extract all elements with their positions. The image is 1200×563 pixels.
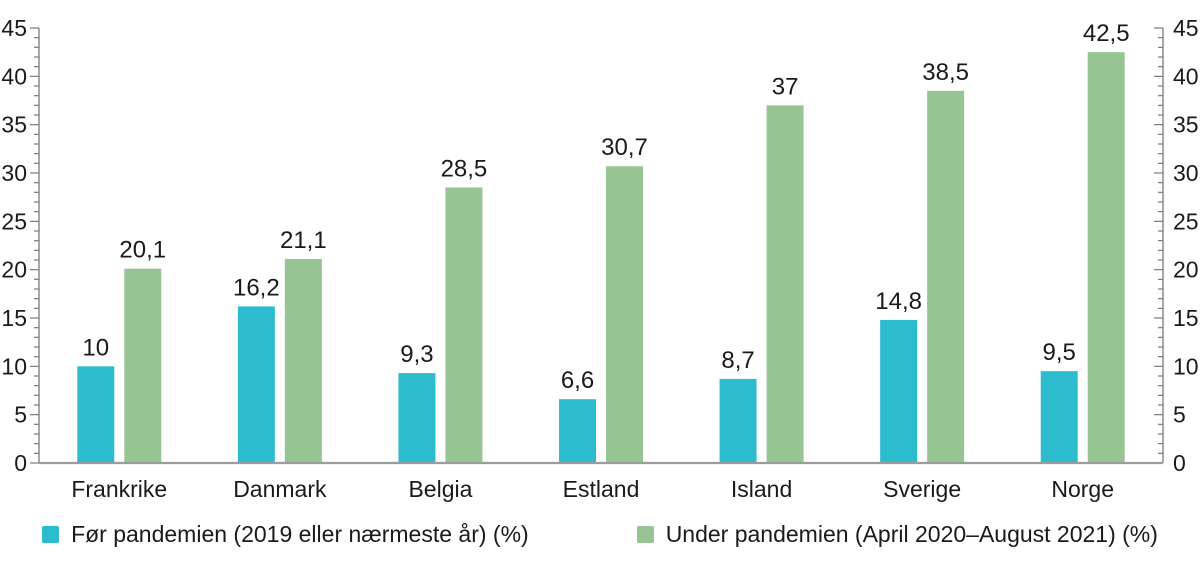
y-tick-label-right: 35 bbox=[1173, 112, 1199, 138]
bar-under-estland bbox=[606, 166, 643, 463]
bar-f-r-belgia bbox=[398, 373, 436, 463]
bar-f-r-island bbox=[719, 378, 757, 463]
bar-f-r-norge bbox=[1040, 371, 1078, 463]
value-label-norge: 42,5 bbox=[1083, 20, 1130, 47]
value-label-sverige: 14,8 bbox=[875, 288, 922, 315]
bar-f-r-frankrike bbox=[77, 366, 115, 463]
legend-label-before-pandemic: Før pandemien (2019 eller nærmeste år) (… bbox=[71, 521, 529, 547]
y-tick-label-left: 5 bbox=[14, 402, 27, 428]
y-tick-label-right: 15 bbox=[1173, 305, 1199, 331]
y-tick-label-right: 0 bbox=[1173, 450, 1186, 476]
value-label-estland: 6,6 bbox=[561, 367, 594, 394]
y-tick-label-right: 30 bbox=[1173, 160, 1199, 186]
y-tick-label-right: 5 bbox=[1173, 402, 1186, 428]
bar-under-norge bbox=[1087, 52, 1125, 464]
legend-item-before-pandemic: Før pandemien (2019 eller nærmeste år) (… bbox=[42, 521, 529, 548]
x-category-label-norge: Norge bbox=[1051, 476, 1114, 502]
y-tick-label-left: 0 bbox=[14, 450, 27, 476]
y-tick-label-right: 40 bbox=[1173, 63, 1199, 89]
bar-under-island bbox=[766, 105, 804, 463]
bar-under-frankrike bbox=[124, 268, 162, 463]
bar-f-r-sverige bbox=[880, 319, 918, 463]
y-tick-label-left: 15 bbox=[1, 305, 27, 331]
x-category-label-frankrike: Frankrike bbox=[71, 476, 167, 502]
x-category-label-danmark: Danmark bbox=[233, 476, 327, 502]
value-label-island: 37 bbox=[772, 73, 799, 100]
bar-f-r-estland bbox=[559, 399, 596, 463]
y-tick-label-right: 25 bbox=[1173, 208, 1199, 234]
value-label-danmark: 16,2 bbox=[233, 274, 280, 301]
x-category-label-sverige: Sverige bbox=[883, 476, 961, 502]
bar-under-sverige bbox=[927, 90, 965, 463]
value-label-estland: 30,7 bbox=[601, 134, 648, 161]
value-label-sverige: 38,5 bbox=[922, 59, 969, 86]
y-tick-label-left: 45 bbox=[1, 15, 27, 41]
y-tick-label-left: 35 bbox=[1, 112, 27, 138]
bar-under-danmark bbox=[284, 259, 322, 463]
y-tick-label-left: 10 bbox=[1, 353, 27, 379]
y-tick-label-left: 20 bbox=[1, 257, 27, 283]
legend-swatch-before-pandemic-icon bbox=[42, 526, 60, 543]
value-label-island: 8,7 bbox=[721, 347, 754, 374]
value-label-norge: 9,5 bbox=[1043, 339, 1076, 366]
value-label-frankrike: 20,1 bbox=[119, 237, 166, 264]
bar-under-belgia bbox=[445, 187, 483, 463]
value-label-danmark: 21,1 bbox=[280, 227, 327, 254]
y-tick-label-right: 10 bbox=[1173, 353, 1199, 379]
x-category-label-estland: Estland bbox=[563, 476, 640, 502]
bar-f-r-danmark bbox=[237, 306, 275, 463]
y-tick-label-left: 25 bbox=[1, 208, 27, 234]
y-tick-label-left: 30 bbox=[1, 160, 27, 186]
y-tick-label-right: 20 bbox=[1173, 257, 1199, 283]
legend-swatch-during-pandemic-icon bbox=[636, 526, 654, 543]
x-category-label-belgia: Belgia bbox=[408, 476, 472, 502]
x-category-label-island: Island bbox=[731, 476, 792, 502]
bar-chart: 0 0 5 5 10 10 15 15 20 20 25 25 30 30 35 35 40 40 45 45 10 20… bbox=[1, 15, 1199, 502]
y-tick-label-left: 40 bbox=[1, 63, 27, 89]
chart-legend: Før pandemien (2019 eller nærmeste år) (… bbox=[0, 521, 1200, 548]
y-tick-label-right: 45 bbox=[1173, 15, 1199, 41]
value-label-belgia: 9,3 bbox=[400, 341, 433, 368]
value-label-belgia: 28,5 bbox=[441, 156, 488, 183]
legend-item-during-pandemic: Under pandemien (April 2020–August 2021)… bbox=[636, 521, 1158, 548]
legend-label-during-pandemic: Under pandemien (April 2020–August 2021)… bbox=[665, 521, 1158, 547]
value-label-frankrike: 10 bbox=[82, 334, 109, 361]
